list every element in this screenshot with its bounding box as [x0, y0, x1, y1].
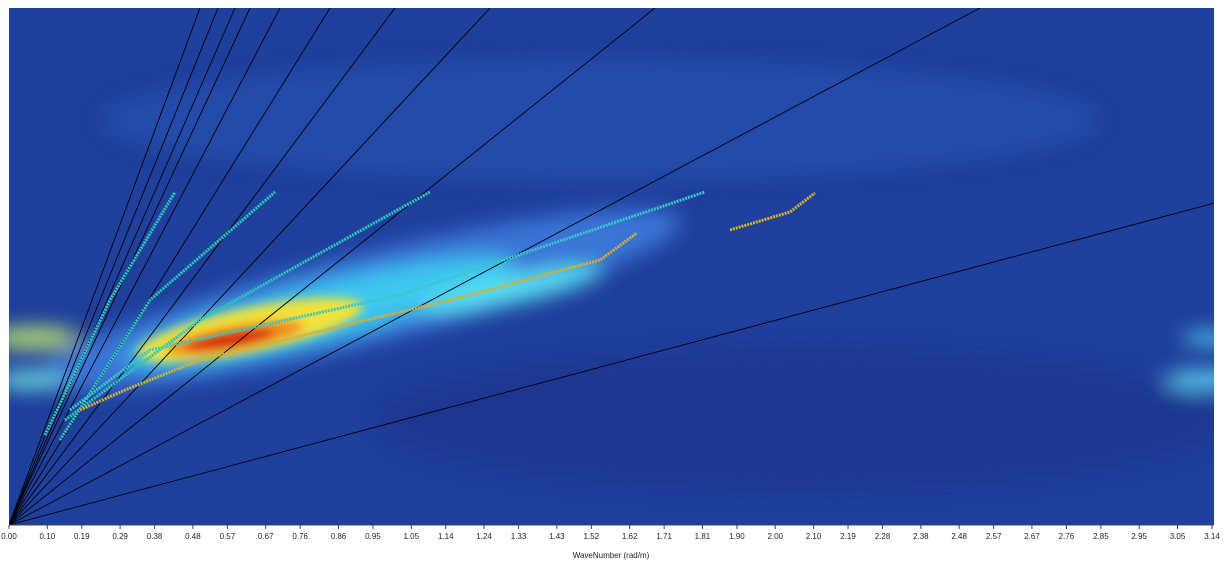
heatmap-blob [1165, 371, 1214, 389]
heatmap-blob [9, 371, 65, 389]
velocity-line [9, 8, 331, 525]
x-ticks: 0.00 0.10 0.19 0.29 0.38 0.48 0.57 0.67 0.76 0.86… [1, 525, 1220, 541]
velocity-line [9, 8, 236, 525]
x-tick-label: 1.52 [584, 532, 600, 541]
velocity-lines [9, 8, 1214, 525]
x-tick-label: 1.43 [549, 532, 565, 541]
picked-curve [64, 190, 431, 422]
velocity-line [9, 8, 219, 525]
x-tick-label: 0.48 [185, 532, 201, 541]
x-tick-label: 0.86 [331, 532, 347, 541]
x-tick-label: 2.57 [986, 532, 1002, 541]
heatmap-core [137, 297, 363, 363]
picked-curve [79, 231, 638, 412]
heatmap-blob [9, 327, 80, 349]
x-tick-label: 2.10 [806, 532, 822, 541]
x-tick-label: 0.38 [147, 532, 163, 541]
heatmap-blob [417, 265, 603, 315]
x-tick-label: 1.14 [438, 532, 454, 541]
heatmap-blob [100, 60, 1100, 180]
x-tick-label: 0.76 [292, 532, 308, 541]
velocity-line [9, 8, 491, 525]
x-tick-label: 2.95 [1131, 532, 1147, 541]
x-tick-label: 0.29 [112, 532, 128, 541]
x-axis-label: WaveNumber (rad/m) [573, 551, 650, 560]
x-tick-label: 2.76 [1059, 532, 1075, 541]
x-tick-label: 1.33 [511, 532, 527, 541]
velocity-line [9, 8, 396, 525]
picked-curve [69, 190, 706, 412]
x-tick-label: 0.00 [1, 532, 17, 541]
picked-curve [43, 191, 177, 436]
x-tick-label: 0.19 [74, 532, 90, 541]
velocity-line [9, 202, 1214, 525]
x-tick-label: 1.24 [476, 532, 492, 541]
heatmap-blob [380, 350, 1214, 490]
heatmap-blobs [9, 60, 1214, 490]
velocity-line [9, 8, 281, 525]
x-tick-label: 2.00 [767, 532, 783, 541]
x-tick-label: 1.62 [622, 532, 638, 541]
x-tick-label: 1.71 [656, 532, 672, 541]
velocity-line [9, 8, 251, 525]
x-tick-label: 3.14 [1204, 532, 1220, 541]
x-tick-label: 2.85 [1093, 532, 1109, 541]
x-tick-label: 2.67 [1024, 532, 1040, 541]
x-tick-label: 2.19 [840, 532, 856, 541]
picked-curves [43, 190, 816, 441]
heatmap-blob [185, 328, 275, 352]
velocity-line [9, 8, 981, 525]
x-tick-label: 0.67 [258, 532, 274, 541]
x-tick-label: 3.05 [1170, 532, 1186, 541]
x-tick-label: 2.48 [951, 532, 967, 541]
x-tick-label: 2.38 [913, 532, 929, 541]
x-tick-label: 1.81 [695, 532, 711, 541]
x-tick-label: 1.90 [729, 532, 745, 541]
x-tick-label: 2.28 [875, 532, 891, 541]
x-tick-label: 0.57 [220, 532, 236, 541]
x-tick-label: 0.10 [40, 532, 56, 541]
velocity-line [9, 8, 201, 525]
heatmap [9, 8, 1214, 525]
heatmap-blob [1182, 331, 1214, 345]
x-tick-label: 0.95 [365, 532, 381, 541]
x-tick-label: 1.05 [403, 532, 419, 541]
velocity-line [9, 8, 656, 525]
